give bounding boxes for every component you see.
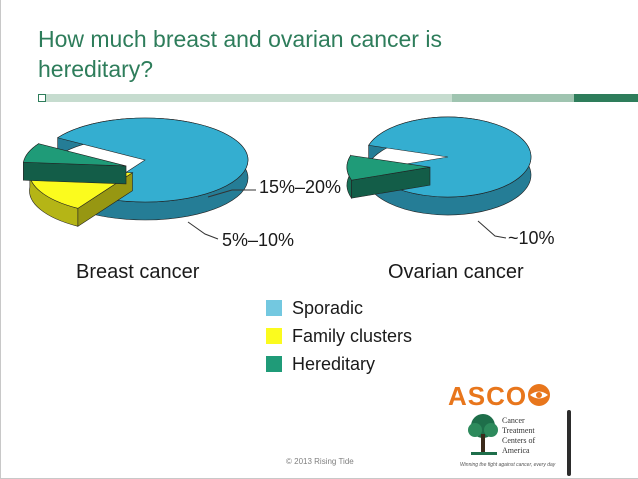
ovarian-slice-hereditary (346, 155, 431, 181)
legend-item-family-clusters: Family clusters (266, 322, 412, 350)
ctca-tree-logo-icon (468, 414, 498, 455)
legend-item-sporadic: Sporadic (266, 294, 412, 322)
breast-hereditary-label: 5%–10% (222, 230, 295, 250)
legend-label: Hereditary (292, 353, 376, 374)
ctca-tagline: Winning the fight against cancer, every … (460, 462, 556, 468)
ovarian-hereditary-leader-line (477, 220, 507, 239)
legend-swatch-sporadic (266, 300, 282, 316)
legend-label: Sporadic (292, 297, 364, 318)
legend-label: Family clusters (292, 325, 413, 346)
ovarian-chart-title: Ovarian cancer (388, 261, 524, 283)
breast-slice-sporadic (56, 117, 249, 203)
legend-swatch-family-clusters (266, 328, 282, 344)
breast-family-leader-line (207, 189, 256, 198)
ovarian-hereditary-label: ~10% (508, 228, 555, 248)
copyright-text: © 2013 Rising Tide (286, 457, 354, 466)
asco-logo-text: ASCO (448, 381, 528, 411)
asco-globe-icon (528, 384, 550, 406)
title-rule-notch (38, 94, 46, 102)
decorative-bracket (567, 410, 571, 476)
slide-border-left (0, 0, 1, 479)
title-rule-dark (574, 94, 638, 102)
title-rule-light (38, 94, 452, 102)
ctca-logo-text: Cancer Treatment Centers of America (502, 416, 536, 455)
breast-chart-title: Breast cancer (76, 261, 200, 283)
legend-swatch-hereditary (266, 356, 282, 372)
breast-family-label: 15%–20% (259, 177, 342, 197)
slide-title: How much breast and ovarian cancer is he… (38, 26, 442, 82)
breast-slice-hereditary (23, 143, 127, 167)
breast-hereditary-leader-line (187, 221, 219, 240)
legend-item-hereditary: Hereditary (266, 350, 412, 378)
title-rule-mid (452, 94, 574, 102)
legend: Sporadic Family clusters Hereditary (266, 294, 412, 378)
